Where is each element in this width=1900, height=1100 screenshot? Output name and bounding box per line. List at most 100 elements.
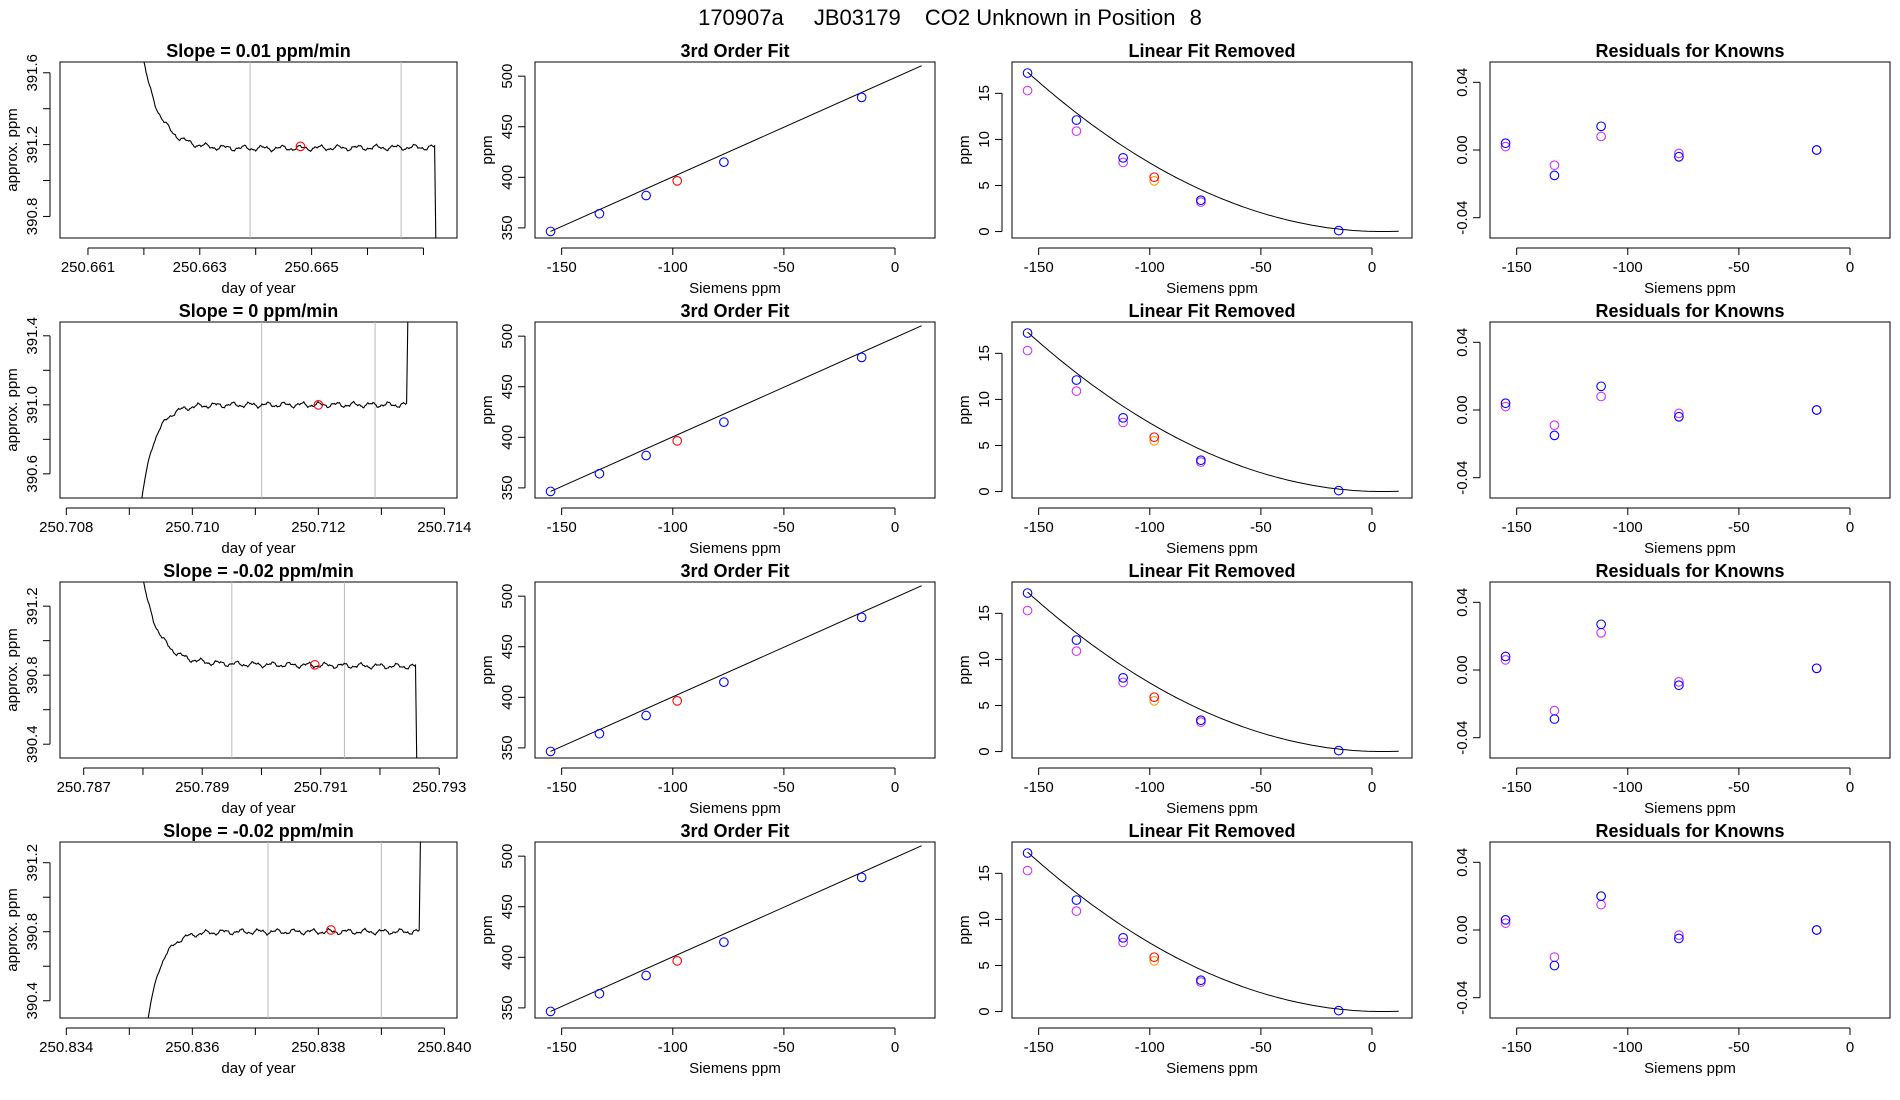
linear-removed-panel-1-known-fit-point (1071, 115, 1082, 125)
timeseries-panel-3-y-label: approx. ppm (4, 628, 21, 711)
linear-removed-panel-1-y-label: ppm (956, 135, 973, 164)
residuals-panel-1-x-tick-label: 0 (1846, 259, 1854, 276)
timeseries-panel-2-y-tick-label: 391.4 (24, 317, 41, 355)
fit-panel-4-unknown-point (672, 956, 683, 966)
linear-removed-panel-2-known-fit-point (1022, 328, 1033, 338)
fit-panel-2-known-point (594, 468, 605, 479)
linear-removed-panel-4-unknown-measured-point (1149, 956, 1160, 966)
timeseries-panel-3: Slope = -0.02 ppm/min day of year approx. … (4, 561, 466, 817)
linear-removed-panel-2-unknown-measured-point (1149, 436, 1160, 446)
fit-panel-1-fit-line (550, 65, 922, 232)
linear-removed-panel-2-known-measured-point (1071, 386, 1082, 396)
fit-panel-1-frame (534, 61, 936, 239)
residuals-panel-4-residual-measured-point (1674, 930, 1684, 940)
linear-removed-panel-2-y-label: ppm (956, 395, 973, 424)
timeseries-panel-1-y-tick-label: 391.2 (24, 126, 41, 164)
timeseries-panel-3-x-tick-label: 250.789 (175, 779, 229, 796)
residuals-panel-4-residual-fit-point (1811, 925, 1822, 935)
fit-panel-2-y-label: ppm (479, 395, 496, 424)
timeseries-panel-1-x-tick-label: 250.663 (173, 259, 227, 276)
fit-panel-1-known-point (594, 208, 605, 219)
residuals-panel-3-residual-fit-point (1674, 680, 1684, 691)
linear-removed-panel-2-x-tick-label: -150 (1024, 519, 1054, 536)
residuals-panel-2-x-tick-label: -50 (1728, 519, 1750, 536)
residuals-panel-2-residual-fit-point (1674, 411, 1684, 422)
residuals-panel-1-residual-measured-point (1549, 160, 1560, 171)
linear-removed-panel-1-x-tick-label: 0 (1368, 259, 1376, 276)
fit-panel-2-x-tick-label: -50 (773, 519, 795, 536)
linear-removed-panel-2-fit-curve (1027, 331, 1399, 492)
residuals-panel-1-y-tick-label: -0.04 (1454, 201, 1471, 235)
fit-panel-2-x-tick-label: -150 (547, 519, 577, 536)
residuals-panel-1-residual-fit-point (1674, 151, 1684, 162)
timeseries-panel-4: Slope = -0.02 ppm/min day of year approx. … (4, 821, 472, 1077)
linear-removed-panel-1-known-measured-point (1022, 85, 1033, 96)
linear-removed-panel-1-x-label: Siemens ppm (1166, 280, 1258, 297)
timeseries-panel-4-trace-line (147, 842, 421, 1018)
timeseries-panel-4-y-tick-label: 390.4 (24, 982, 41, 1020)
linear-removed-panel-1-known-measured-point (1118, 157, 1128, 168)
residuals-panel-2-x-tick-label: 0 (1846, 519, 1854, 536)
linear-removed-panel-1-frame (1011, 61, 1413, 239)
residuals-panel-2-residual-fit-point (1811, 405, 1822, 415)
fit-panel-3-x-label: Siemens ppm (689, 800, 781, 817)
residuals-panel-3-title: Residuals for Knowns (1595, 561, 1784, 581)
linear-removed-panel-3-y-tick-label: 10 (976, 651, 993, 668)
linear-removed-panel-1-y-tick-label: 15 (976, 85, 993, 102)
linear-removed-panel-4-x-label: Siemens ppm (1166, 1060, 1258, 1077)
linear-removed-panel-2: Linear Fit Removed Siemens ppm ppm -150 -100… (956, 301, 1413, 557)
fit-panel-2-y-tick-label: 400 (499, 425, 516, 450)
residuals-panel-1-residual-fit-point (1549, 170, 1560, 181)
fit-panel-2: 3rd Order Fit Siemens ppm ppm -150 -100 -50 0 3… (479, 301, 936, 557)
fit-panel-2-y-tick-label: 500 (499, 324, 516, 349)
linear-removed-panel-4-x-tick-label: -100 (1135, 1039, 1165, 1056)
linear-removed-panel-3-x-tick-label: -50 (1250, 779, 1272, 796)
linear-removed-panel-3-known-fit-point (1071, 635, 1082, 645)
timeseries-panel-3-frame (59, 581, 458, 759)
fit-panel-3-known-point (545, 746, 556, 757)
linear-removed-panel-3-known-fit-point (1196, 715, 1206, 726)
fit-panel-1-y-tick-label: 350 (499, 215, 516, 240)
linear-removed-panel-3-y-tick-label: 15 (976, 605, 993, 622)
timeseries-panel-2-x-tick-label: 250.710 (165, 519, 219, 536)
linear-removed-panel-3-known-measured-point (1071, 646, 1082, 656)
linear-removed-panel-4-known-measured-point (1196, 977, 1206, 987)
linear-removed-panel-1-known-fit-point (1196, 195, 1206, 206)
timeseries-panel-1-y-label: approx. ppm (4, 108, 21, 191)
linear-removed-panel-4-known-measured-point (1071, 906, 1082, 916)
timeseries-panel-3-x-tick-label: 250.791 (294, 779, 348, 796)
fit-panel-4-frame (534, 841, 936, 1019)
timeseries-panel-3-x-label: day of year (221, 800, 295, 817)
timeseries-panel-4-x-tick-label: 250.838 (291, 1039, 345, 1056)
residuals-panel-2-title: Residuals for Knowns (1595, 301, 1784, 321)
linear-removed-panel-4-known-fit-point (1118, 932, 1128, 943)
linear-removed-panel-1-fit-curve (1027, 71, 1399, 232)
timeseries-panel-2-trace-line (141, 322, 409, 498)
timeseries-panel-2-frame (59, 321, 458, 499)
residuals-panel-1-residual-measured-point (1500, 141, 1511, 152)
residuals-panel-1-residual-measured-point (1596, 131, 1606, 142)
timeseries-panel-3-y-tick-label: 390.8 (24, 656, 41, 694)
fit-panel-4-fit-line (550, 845, 922, 1012)
linear-removed-panel-4-x-tick-label: -50 (1250, 1039, 1272, 1056)
residuals-panel-2-x-tick-label: -150 (1502, 519, 1532, 536)
residuals-panel-2: Residuals for Knowns Siemens ppm -150 -100 -… (1454, 301, 1891, 557)
linear-removed-panel-2-known-measured-point (1118, 417, 1128, 428)
linear-removed-panel-4-y-tick-label: 15 (976, 865, 993, 882)
fit-panel-3-y-tick-label: 400 (499, 685, 516, 710)
fit-panel-3-known-point (856, 612, 867, 623)
residuals-panel-4-x-tick-label: -50 (1728, 1039, 1750, 1056)
fit-panel-3-y-tick-label: 350 (499, 735, 516, 760)
fit-panel-2-known-point (719, 417, 729, 427)
residuals-panel-1-x-tick-label: -150 (1502, 259, 1532, 276)
timeseries-panel-1-title: Slope = 0.01 ppm/min (166, 41, 351, 61)
fit-panel-4-y-label: ppm (479, 915, 496, 944)
linear-removed-panel-2-known-measured-point (1022, 345, 1033, 356)
fit-panel-3-known-point (641, 710, 651, 721)
timeseries-panel-2-x-tick-label: 250.708 (39, 519, 93, 536)
linear-removed-panel-3: Linear Fit Removed Siemens ppm ppm -150 -100… (956, 561, 1413, 817)
residuals-panel-2-x-tick-label: -100 (1613, 519, 1643, 536)
fit-panel-1-known-point (719, 157, 729, 167)
fit-panel-2-known-point (641, 450, 651, 461)
residuals-panel-3-residual-measured-point (1500, 654, 1511, 665)
